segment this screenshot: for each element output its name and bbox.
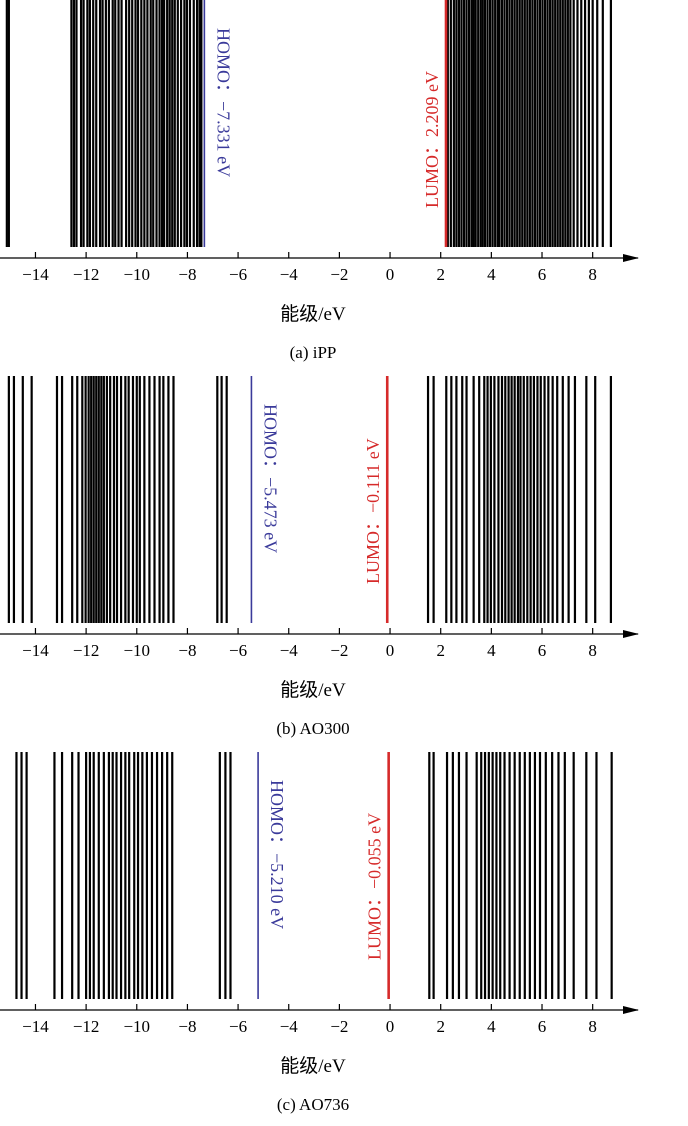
x-tick-label: 8 bbox=[588, 265, 597, 284]
x-tick-label: −12 bbox=[73, 1017, 100, 1036]
x-tick-label: 4 bbox=[487, 1017, 496, 1036]
x-tick-label: −4 bbox=[280, 1017, 299, 1036]
x-tick-label: −14 bbox=[22, 1017, 49, 1036]
x-tick-label: −10 bbox=[123, 641, 150, 660]
chart-panel-2: HOMO：−5.473 eV LUMO：−0.111 eV −14 −12 −10 −8 −… bbox=[0, 376, 639, 738]
x-tick-label: 8 bbox=[588, 641, 597, 660]
lumo-label: LUMO：−0.111 eV bbox=[363, 438, 383, 584]
x-tick-label: −2 bbox=[330, 641, 348, 660]
homo-label: HOMO：−7.331 eV bbox=[213, 28, 233, 177]
x-tick-label: 4 bbox=[487, 641, 496, 660]
x-tick-label: −6 bbox=[229, 1017, 247, 1036]
x-tick-label: 8 bbox=[588, 1017, 597, 1036]
chart-panel-1: HOMO：−7.331 eV LUMO：2.209 eV −14 −12 −10 −8 −6… bbox=[0, 0, 639, 362]
x-tick-label: 4 bbox=[487, 265, 496, 284]
x-tick-label: 0 bbox=[386, 265, 395, 284]
homo-label: HOMO：−5.473 eV bbox=[260, 404, 280, 553]
x-tick-label: −10 bbox=[123, 265, 150, 284]
x-tick-label: 6 bbox=[538, 265, 547, 284]
x-tick-label: −4 bbox=[280, 641, 299, 660]
x-tick-label: 6 bbox=[538, 641, 547, 660]
x-tick-label: −4 bbox=[280, 265, 299, 284]
x-axis-label: 能级/eV bbox=[280, 1055, 346, 1077]
x-tick-label: −2 bbox=[330, 265, 348, 284]
x-tick-label: −2 bbox=[330, 1017, 348, 1036]
x-tick-label: 2 bbox=[436, 265, 445, 284]
x-tick-label: −6 bbox=[229, 265, 247, 284]
x-tick-label: −8 bbox=[178, 265, 196, 284]
x-tick-label: 2 bbox=[436, 1017, 445, 1036]
x-tick-label: −14 bbox=[22, 641, 49, 660]
lumo-label: LUMO：−0.055 eV bbox=[365, 813, 385, 960]
x-tick-label: 0 bbox=[386, 641, 395, 660]
lumo-label: LUMO：2.209 eV bbox=[422, 71, 442, 208]
x-tick-label: −6 bbox=[229, 641, 247, 660]
x-tick-label: −10 bbox=[123, 1017, 150, 1036]
x-tick-label: 0 bbox=[386, 1017, 395, 1036]
x-axis-label: 能级/eV bbox=[280, 303, 346, 325]
panel-caption: (b) AO300 bbox=[276, 719, 349, 738]
x-tick-label: −8 bbox=[178, 1017, 196, 1036]
x-tick-label: −14 bbox=[22, 265, 49, 284]
x-tick-label: 6 bbox=[538, 1017, 547, 1036]
x-tick-label: −8 bbox=[178, 641, 196, 660]
panel-caption: (c) AO736 bbox=[277, 1095, 349, 1114]
x-tick-label: 2 bbox=[436, 641, 445, 660]
homo-label: HOMO：−5.210 eV bbox=[267, 780, 287, 929]
x-tick-label: −12 bbox=[73, 265, 100, 284]
chart-panel-3: HOMO：−5.210 eV LUMO：−0.055 eV −14 −12 −10 −8 −… bbox=[0, 752, 639, 1114]
x-axis-label: 能级/eV bbox=[280, 679, 346, 701]
x-tick-label: −12 bbox=[73, 641, 100, 660]
panel-caption: (a) iPP bbox=[290, 343, 337, 362]
